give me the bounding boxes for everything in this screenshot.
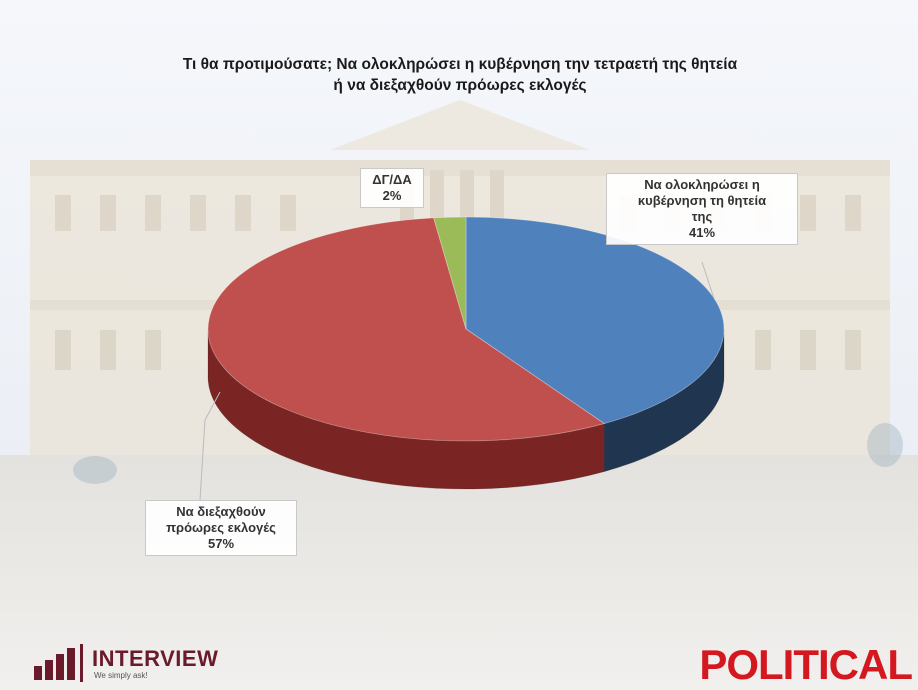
leader-lines: [199, 261, 715, 501]
slice-early-elections: [207, 217, 606, 442]
leader-line-complete-term: [701, 261, 715, 298]
data-label-early-elections-value: 57%: [207, 536, 235, 551]
data-label-early-elections-line-1: Να διεξαχθούν: [176, 504, 266, 519]
chart-title: Τι θα προτιμούσατε; Να ολοκληρώσει η κυβ…: [110, 54, 810, 96]
slice-early-elections-side: [207, 328, 605, 490]
slice-complete-term: [465, 216, 725, 425]
interview-logo-text: INTERVIEW: [92, 646, 219, 671]
data-label-dk-da: ΔΓ/ΔΑ 2%: [360, 168, 424, 208]
data-label-dk-da-value: 2%: [382, 188, 402, 203]
data-label-dk-da-name: ΔΓ/ΔΑ: [372, 172, 412, 187]
interview-logo-icon: [34, 644, 83, 682]
data-label-complete-term-value: 41%: [688, 225, 716, 240]
data-label-complete-term: Να ολοκληρώσει η κυβέρνηση τη θητεία της…: [606, 173, 798, 245]
leader-line-early-elections: [199, 391, 221, 501]
data-label-early-elections-line-2: πρόωρες εκλογές: [166, 520, 276, 535]
chart-title-line-2: ή να διεξαχθούν πρόωρες εκλογές: [333, 77, 587, 94]
data-label-complete-term-line-3: της: [691, 209, 713, 224]
political-logo: POLITICAL: [699, 641, 913, 688]
data-label-complete-term-line-2: κυβέρνηση τη θητεία: [637, 193, 767, 208]
data-label-complete-term-line-1: Να ολοκληρώσει η: [644, 177, 760, 192]
chart-title-line-1: Τι θα προτιμούσατε; Να ολοκληρώσει η κυβ…: [182, 56, 738, 73]
slice-dk-da: [433, 216, 467, 330]
interview-logo-tagline: We simply ask!: [94, 671, 148, 680]
data-label-early-elections: Να διεξαχθούν πρόωρες εκλογές 57%: [145, 500, 297, 556]
